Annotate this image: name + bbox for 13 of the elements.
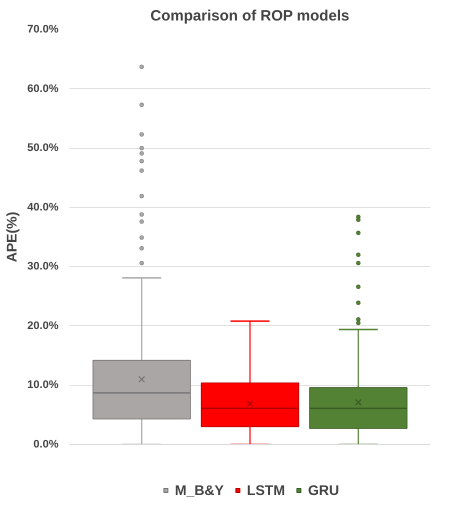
y-tick-label: 70.0% — [27, 24, 59, 36]
y-axis-title: APE(%) — [3, 212, 20, 262]
y-tick-label: 30.0% — [27, 260, 59, 273]
y-tick-label: 40.0% — [27, 201, 59, 214]
y-tick-label: 60.0% — [27, 82, 59, 95]
legend-label: GRU — [308, 482, 340, 498]
y-tick-label: 10.0% — [27, 379, 59, 392]
legend-label: LSTM — [246, 482, 285, 498]
y-tick-label: 20.0% — [27, 320, 59, 332]
legend-label: M_B&Y — [174, 482, 224, 498]
y-tick-label: 0.0% — [33, 438, 59, 450]
chart-title: Comparison of ROP models — [150, 8, 350, 24]
y-tick-label: 50.0% — [27, 142, 59, 154]
